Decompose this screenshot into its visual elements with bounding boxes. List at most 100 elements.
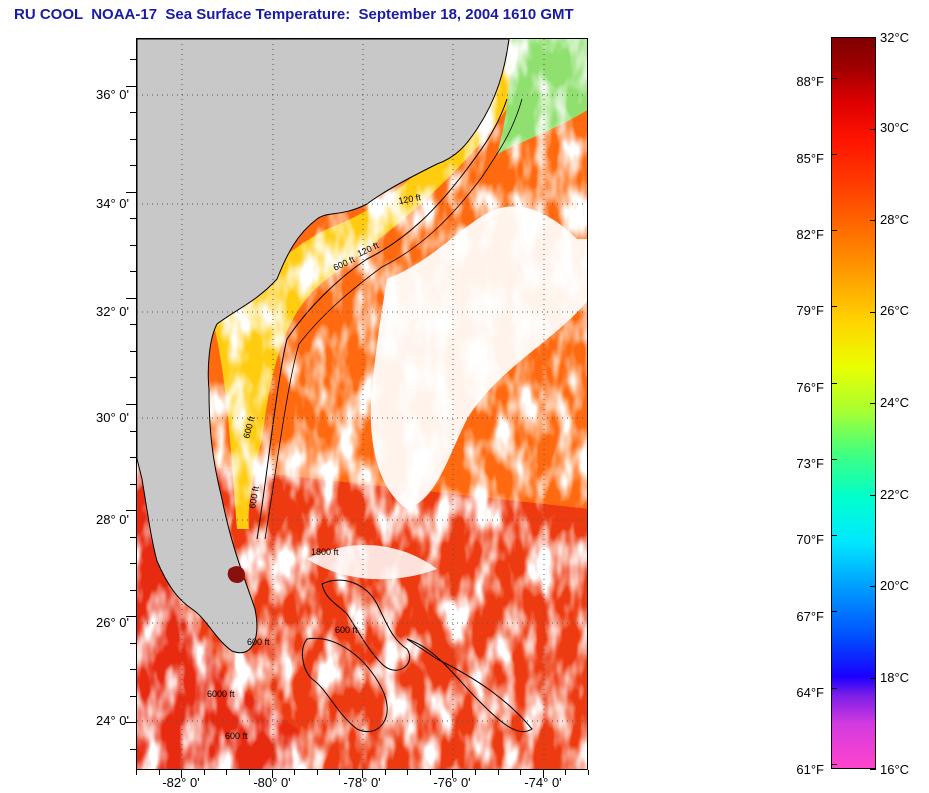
colorbar-celsius-label: 30°C — [880, 120, 910, 135]
colorbar-fahrenheit-label: 79°F — [796, 303, 824, 318]
contour-label: 600 ft — [247, 637, 270, 647]
graticule — [137, 39, 587, 769]
colorbar-fahrenheit-label: 76°F — [796, 380, 824, 395]
colorbar-celsius-tick — [870, 586, 876, 587]
contour-label: 1800 ft — [311, 547, 339, 557]
lat-tick — [130, 351, 136, 352]
lon-tick — [294, 770, 295, 775]
colorbar-celsius-label: 22°C — [880, 487, 910, 502]
lat-tick — [130, 457, 136, 458]
lat-tick — [130, 431, 136, 432]
colorbar-fahrenheit-tick — [831, 764, 837, 765]
colorbar-celsius-label: 28°C — [880, 212, 910, 227]
sst-map-image: 120 ft 600 ft 120 ft 600 ft 600 ft 1800 … — [137, 39, 587, 769]
lon-tick — [430, 770, 431, 775]
colorbar-fahrenheit-label: 82°F — [796, 227, 824, 242]
cloud-mass — [370, 206, 587, 509]
lat-tick — [126, 722, 136, 723]
colorbar-celsius-label: 18°C — [880, 670, 910, 685]
colorbar-celsius-tick — [870, 403, 876, 404]
colorbar-fahrenheit-label: 88°F — [796, 74, 824, 89]
lat-label: 30° 0' — [96, 410, 129, 425]
colorbar-fahrenheit-tick — [831, 306, 837, 307]
lat-tick — [130, 218, 136, 219]
lon-tick — [249, 770, 250, 775]
lat-tick — [130, 377, 136, 378]
lon-tick — [159, 770, 160, 775]
lon-tick — [226, 770, 227, 775]
colorbar-celsius-tick — [870, 495, 876, 496]
colorbar-fahrenheit-tick — [831, 535, 837, 536]
lat-tick — [130, 590, 136, 591]
colorbar-celsius-tick — [870, 37, 876, 38]
colorbar-fahrenheit-tick — [831, 78, 837, 79]
lon-tick — [385, 770, 386, 775]
lon-label: -78° 0' — [343, 775, 381, 790]
lat-tick — [130, 563, 136, 564]
lon-tick — [339, 770, 340, 775]
lat-tick — [130, 643, 136, 644]
colorbar-celsius-label: 26°C — [880, 303, 910, 318]
colorbar-celsius-label: 32°C — [880, 30, 910, 45]
lon-label: -76° 0' — [433, 775, 471, 790]
contour-label: 600 ft — [225, 731, 248, 741]
lon-tick — [204, 770, 205, 775]
colorbar-celsius-tick — [870, 129, 876, 130]
lon-label: -74° 0' — [524, 775, 562, 790]
contour-label: 600 ft — [335, 625, 358, 635]
lat-tick — [130, 59, 136, 60]
shelf-contour-outer — [264, 98, 523, 540]
lat-label: 26° 0' — [96, 615, 129, 630]
bahamas-outer — [406, 638, 533, 733]
colorbar-celsius-tick — [870, 220, 876, 221]
lat-tick — [130, 271, 136, 272]
lon-tick — [136, 770, 137, 775]
lon-tick — [272, 770, 273, 778]
lat-tick — [126, 404, 136, 405]
lat-tick — [126, 192, 136, 193]
lat-label: 34° 0' — [96, 196, 129, 211]
colorbar-fahrenheit-tick — [831, 383, 837, 384]
colorbar-fahrenheit-tick — [831, 611, 837, 612]
page-title: RU COOL NOAA-17 Sea Surface Temperature:… — [14, 6, 574, 23]
lon-tick — [588, 770, 589, 775]
lon-tick — [452, 770, 453, 778]
land-mass — [137, 39, 510, 654]
lat-tick — [130, 112, 136, 113]
lat-tick — [130, 669, 136, 670]
lon-tick — [181, 770, 182, 778]
lat-tick — [126, 510, 136, 511]
colorbar-fahrenheit-label: 73°F — [796, 456, 824, 471]
colorbar-fahrenheit-label: 61°F — [796, 762, 824, 777]
lon-tick — [407, 770, 408, 775]
lat-tick — [130, 749, 136, 750]
lat-tick — [126, 616, 136, 617]
contour-label: 6000 ft — [207, 689, 235, 699]
lon-tick — [317, 770, 318, 775]
lat-tick — [126, 86, 136, 87]
shelf-contour — [256, 98, 508, 540]
colorbar-fahrenheit-label: 67°F — [796, 609, 824, 624]
sst-map: 120 ft 600 ft 120 ft 600 ft 600 ft 1800 … — [136, 38, 588, 770]
lake-okeechobee — [227, 566, 245, 583]
lat-label: 24° 0' — [96, 713, 129, 728]
contour-label: 120 ft — [398, 192, 422, 206]
lat-tick — [130, 165, 136, 166]
lon-tick — [475, 770, 476, 775]
lon-tick — [520, 770, 521, 775]
colorbar-fahrenheit-label: 64°F — [796, 685, 824, 700]
colorbar-celsius-tick — [870, 769, 876, 770]
lon-tick — [565, 770, 566, 775]
lat-label: 36° 0' — [96, 87, 129, 102]
lat-tick — [126, 298, 136, 299]
lat-label: 28° 0' — [96, 512, 129, 527]
colorbar-fahrenheit-tick — [831, 230, 837, 231]
colorbar-celsius-label: 24°C — [880, 395, 910, 410]
lat-tick — [130, 537, 136, 538]
colorbar-fahrenheit-tick — [831, 688, 837, 689]
lat-tick — [130, 696, 136, 697]
colorbar-fahrenheit-label: 85°F — [796, 151, 824, 166]
lon-label: -80° 0' — [253, 775, 291, 790]
lon-tick — [362, 770, 363, 778]
lat-tick — [130, 484, 136, 485]
